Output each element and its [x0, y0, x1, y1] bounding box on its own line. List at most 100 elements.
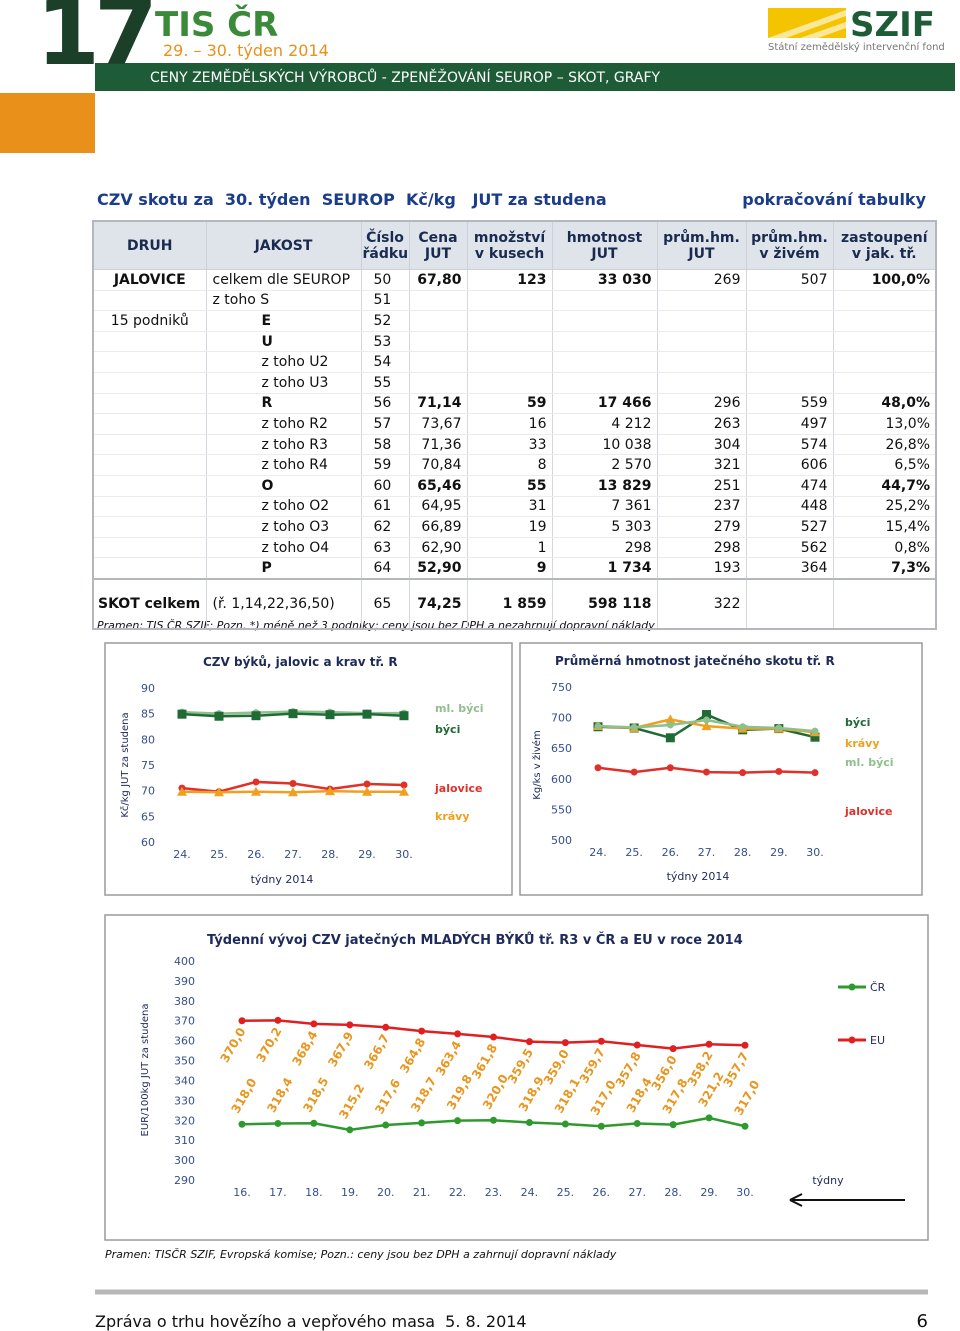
data-label: 318,4 [264, 1075, 295, 1115]
table-cell: 59 [466, 393, 553, 415]
marker [669, 1121, 677, 1129]
table-cell: E [205, 310, 362, 332]
cell-text: 17 466 [597, 395, 652, 412]
table-cell [92, 496, 207, 518]
table-cell [92, 434, 207, 456]
table-cell [551, 310, 658, 332]
marker [454, 1117, 462, 1125]
cell-text: 15,4% [885, 518, 930, 535]
marker [594, 722, 602, 730]
marker [490, 1116, 497, 1124]
table-cell: U [205, 331, 362, 353]
cell-text: 62,90 [421, 539, 462, 556]
marker [666, 764, 674, 772]
column-header: zastoupení v jak. tř. [832, 220, 937, 270]
issue-number: 17 [36, 0, 152, 86]
table-cell: 1 734 [551, 557, 658, 580]
table-cell: 58 [360, 434, 410, 456]
cell-text: 55 [527, 477, 547, 494]
x-tick-label: 27. [284, 848, 302, 861]
table-cell: 56 [360, 393, 410, 415]
cell-text: z toho R2 [261, 415, 328, 432]
data-label: 368,4 [289, 1028, 320, 1068]
cell-text: 193 [713, 560, 741, 577]
cell-text: 474 [800, 477, 828, 494]
marker [362, 709, 372, 719]
table-cell: 364 [745, 557, 834, 580]
table-cell [92, 290, 207, 312]
cell-text: 62 [373, 518, 392, 535]
table-cell [745, 290, 834, 312]
marker [597, 1037, 605, 1045]
table-cell: 6,5% [832, 454, 937, 476]
y-tick-label: 80 [141, 733, 155, 746]
cell-text: 448 [800, 498, 828, 515]
table-cell [408, 372, 468, 394]
y-tick-label: 390 [174, 975, 195, 988]
column-header-line: prům.hm. [751, 229, 828, 246]
marker [811, 769, 819, 777]
table-cell [408, 310, 468, 332]
table-cell: 8 [466, 454, 553, 476]
table-row: U 53 [92, 331, 937, 353]
cell-text: 71,14 [417, 395, 462, 412]
table-cell: 17 466 [551, 393, 658, 415]
marker [739, 723, 747, 731]
chart: CZV býků, jalovic a krav tř. R Kč/kg JUT … [104, 642, 513, 896]
marker [739, 769, 747, 777]
table-cell: 73,67 [408, 413, 468, 435]
y-tick-label: 350 [174, 1055, 195, 1068]
legend-label: EU [870, 1034, 885, 1047]
table-cell: 65 [360, 577, 410, 630]
column-header: Číslo řádku [360, 220, 410, 270]
table-row: 15 podniků E 52 [92, 310, 937, 332]
y-tick-label: 300 [174, 1154, 195, 1167]
marker [561, 1120, 569, 1128]
data-label: 315,2 [336, 1081, 367, 1121]
cell-text: z toho U2 [261, 354, 329, 371]
cell-text: 50 [373, 271, 392, 288]
table-cell [832, 290, 937, 312]
marker [362, 786, 372, 796]
legend-label: ml. býci [845, 756, 894, 769]
cell-text: 296 [713, 395, 741, 412]
table-cell: 9 [466, 557, 553, 580]
table-cell: 64 [360, 557, 410, 580]
x-tick-label: 26. [247, 848, 265, 861]
table-title: CZV skotu za 30. týden SEUROP Kč/kg JUT … [97, 190, 607, 209]
table-cell: 322 [656, 577, 747, 630]
cell-text: z toho S [212, 292, 270, 309]
cell-text: P [261, 560, 272, 577]
marker [214, 711, 224, 721]
table-cell: z toho R2 [205, 413, 362, 435]
marker [418, 1119, 426, 1127]
marker [399, 711, 409, 721]
column-header-line: Číslo [366, 229, 404, 246]
table-cell [745, 310, 834, 332]
table-cell: 63 [360, 537, 410, 559]
table-cell: 497 [745, 413, 834, 435]
cell-text: 7,3% [891, 560, 930, 577]
cell-text: 598 118 [588, 595, 652, 612]
x-tick-label: 19. [341, 1186, 359, 1199]
marker [666, 721, 674, 729]
table-row: R 56 71,14 59 17 466 296 559 48,0% [92, 393, 937, 415]
cell-text: 51 [373, 292, 392, 309]
column-header-line: v živém [759, 245, 820, 262]
table-cell: 31 [466, 496, 553, 518]
cell-text: 54 [373, 354, 392, 371]
cell-text: 364 [800, 560, 828, 577]
marker [741, 1041, 749, 1049]
marker [346, 1021, 354, 1029]
table-cell: SKOT celkem [92, 577, 207, 630]
cell-text: 57 [373, 415, 392, 432]
table-cell: 562 [745, 537, 834, 559]
x-tick-label: 26. [662, 846, 680, 859]
table-cell [92, 454, 207, 476]
legend-label: býci [435, 723, 460, 736]
table-cell: 53 [360, 331, 410, 353]
banner [95, 63, 955, 91]
marker [288, 787, 298, 797]
table-cell: 251 [656, 475, 747, 497]
cell-text: 100,0% [871, 271, 930, 288]
